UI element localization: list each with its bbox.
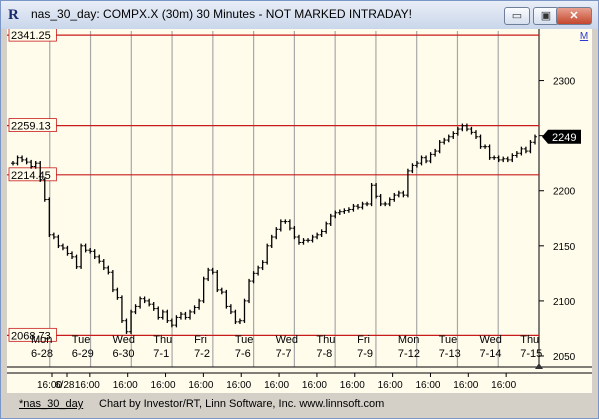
level-label: 2068.73 [11,330,51,342]
level-label: 2341.25 [11,30,51,42]
day-date-label: 7-7 [276,348,292,360]
y-axis-tick-label: 2100 [553,297,576,308]
day-weekday-label: Wed [276,334,298,346]
day-weekday-label: Mon [398,334,419,346]
day-date-label: 7-2 [194,348,210,360]
time-axis-label: 16:00 [188,380,213,391]
day-weekday-label: Fri [357,334,370,346]
time-axis-label: 16:00 [37,380,62,391]
time-axis-label: 16:00 [415,380,440,391]
time-axis-label: 16:00 [226,380,251,391]
day-weekday-label: Wed [113,334,135,346]
current-price-tag [542,129,581,144]
close-button[interactable]: ✕ [556,7,592,25]
day-date-label: 6-29 [72,348,94,360]
chart-area[interactable]: 2050210021502200225023002341.252259.1322… [7,27,592,393]
level-label: 2259.13 [11,121,51,133]
day-weekday-label: Fri [194,334,207,346]
chart-symbol-link[interactable]: *nas_30_day [19,398,84,410]
marker-toggle-icon[interactable]: M [579,31,589,42]
time-axis-label: 16:00 [75,380,100,391]
level-label-box [8,118,57,132]
day-date-label: 6-28 [31,348,53,360]
time-axis-label: 16:00 [113,380,138,391]
current-price-label: 2249 [552,132,576,144]
day-weekday-label: Thu [153,334,172,346]
y-axis-tick-label: 2200 [553,187,576,198]
day-date-label: 7-12 [398,348,420,360]
level-label-box [8,27,57,42]
day-date-label: 7-9 [357,348,373,360]
day-date-label: 7-13 [439,348,461,360]
day-weekday-label: Wed [479,334,501,346]
time-axis-label: 16:00 [453,380,478,391]
app-logo-icon: R [8,7,19,23]
day-date-label: 7-14 [479,348,501,360]
time-axis-label: 16:00 [491,380,516,391]
time-axis-label: 6/28 [55,380,75,391]
chart-background [7,29,592,393]
title-bar[interactable]: R nas_30_day: COMPX.X (30m) 30 Minutes -… [1,1,598,29]
day-date-label: 7-6 [235,348,251,360]
day-weekday-label: Tue [235,334,254,346]
day-weekday-label: Tue [72,334,91,346]
minimize-button[interactable]: ▭ [504,7,530,25]
day-date-label: 7-1 [153,348,169,360]
day-date-label: 7-15 [520,348,542,360]
scroll-end-marker [535,363,543,369]
time-axis-label: 16:00 [302,380,327,391]
day-weekday-label: Thu [520,334,539,346]
day-weekday-label: Thu [316,334,335,346]
y-axis-tick-label: 2300 [553,77,576,88]
level-label-box [8,327,57,342]
day-date-label: 6-30 [113,348,135,360]
day-weekday-label: Mon [31,334,52,346]
time-axis-label: 16:00 [378,380,403,391]
day-date-label: 7-8 [316,348,332,360]
time-axis-label: 16:00 [264,380,289,391]
time-axis-label: 16:00 [340,380,365,391]
y-axis-tick-label: 2050 [553,352,576,363]
window-title: nas_30_day: COMPX.X (30m) 30 Minutes - N… [31,7,413,21]
price-chart[interactable]: 2050210021502200225023002341.252259.1322… [7,27,592,393]
day-weekday-label: Tue [439,334,458,346]
chart-credit: Chart by Investor/RT, Linn Software, Inc… [99,398,385,410]
status-bar: *nas_30_day Chart by Investor/RT, Linn S… [7,396,592,414]
time-axis-label: 16:00 [151,380,176,391]
y-axis-tick-label: 2150 [553,242,576,253]
